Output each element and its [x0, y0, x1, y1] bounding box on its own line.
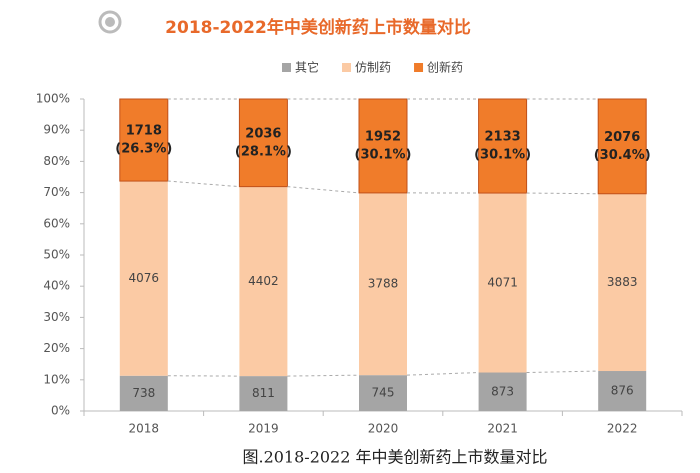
x-tick-label: 2021	[487, 422, 518, 436]
connector	[167, 180, 240, 188]
chart-title: 2018-2022年中美创新药上市数量对比	[165, 17, 471, 38]
bar-segment	[359, 375, 407, 411]
x-tick-label: 2020	[368, 422, 399, 436]
bar-segment	[478, 193, 527, 373]
bar-segment	[238, 98, 288, 188]
bar-segment	[598, 193, 647, 372]
data-label: 4071	[487, 275, 518, 289]
data-label: 745	[372, 386, 395, 400]
data-label: 3883	[607, 275, 638, 289]
data-label: 2076	[604, 130, 640, 145]
title-icon-dot	[105, 17, 115, 27]
y-tick-label: 50%	[43, 248, 70, 262]
data-label: 1718	[126, 124, 162, 139]
y-tick-label: 20%	[43, 341, 70, 355]
bar-segment	[478, 98, 528, 194]
bar-segment	[119, 181, 168, 376]
legend-label: 其它	[295, 60, 319, 75]
data-label: 3788	[368, 277, 399, 291]
y-tick-label: 40%	[43, 279, 70, 293]
data-label: 1952	[365, 129, 401, 144]
legend-swatch	[414, 63, 424, 72]
y-tick-label: 0%	[51, 404, 70, 418]
x-tick-label: 2022	[607, 422, 638, 436]
data-label: 738	[132, 386, 155, 400]
bar-segment	[119, 98, 169, 182]
data-label-share: (30.4%)	[594, 148, 651, 163]
data-label: 4402	[248, 274, 279, 288]
data-label: 811	[252, 386, 275, 400]
bar-segment	[239, 376, 288, 411]
data-label-share: (28.1%)	[235, 144, 292, 159]
title-icon	[98, 10, 122, 34]
legend-label: 创新药	[427, 60, 463, 75]
data-label: 876	[611, 384, 634, 398]
bar-segment	[598, 371, 647, 411]
bar-segment	[239, 186, 288, 377]
y-tick-label: 70%	[43, 185, 70, 199]
data-label-share: (26.3%)	[115, 142, 172, 157]
connector	[287, 186, 360, 194]
connector	[287, 374, 360, 377]
caption: 图.2018-2022 年中美创新药上市数量对比	[242, 448, 547, 467]
connector	[406, 372, 479, 376]
bar-segment	[597, 98, 647, 195]
y-tick-label: 10%	[43, 372, 70, 386]
y-tick-label: 100%	[36, 92, 70, 106]
bar-segment	[359, 192, 407, 376]
connector	[526, 370, 599, 374]
y-tick-label: 30%	[43, 310, 70, 324]
x-tick-label: 2019	[248, 422, 279, 436]
legend-swatch	[282, 63, 291, 72]
data-label-share: (30.1%)	[474, 148, 531, 163]
bar-segment	[119, 375, 168, 411]
data-label: 2036	[245, 126, 281, 141]
x-tick-label: 2018	[129, 422, 160, 436]
data-label-share: (30.1%)	[355, 147, 412, 162]
y-tick-label: 80%	[43, 154, 70, 168]
data-label: 4076	[129, 271, 160, 285]
legend-swatch	[342, 63, 352, 72]
legend-label: 仿制药	[355, 61, 391, 75]
bar-segment	[478, 372, 527, 411]
bar-segment	[358, 98, 408, 194]
data-label: 2133	[485, 130, 521, 145]
y-tick-label: 60%	[43, 216, 70, 230]
y-tick-label: 90%	[43, 123, 70, 137]
connector	[526, 192, 599, 195]
data-label: 873	[491, 384, 514, 398]
